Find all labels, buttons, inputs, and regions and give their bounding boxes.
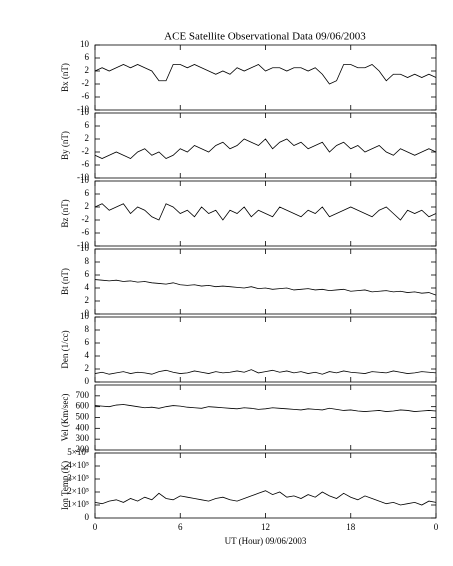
y-tick-label: 2×10⁵ (67, 486, 89, 496)
x-axis-label: UT (Hour) 09/06/2003 (225, 536, 307, 546)
y-axis-label: By (nT) (60, 131, 70, 160)
x-tick-label: 0 (93, 522, 98, 532)
y-tick-label: -6 (82, 159, 90, 169)
y-axis-label: Bz (nT) (60, 199, 70, 227)
y-axis-label: Bx (nT) (60, 63, 70, 92)
y-tick-label: -2 (82, 146, 90, 156)
y-tick-label: 6 (85, 188, 90, 198)
data-line (94, 279, 437, 296)
y-tick-label: 6 (85, 120, 90, 130)
y-tick-label: 0 (85, 308, 90, 318)
y-tick-label: 2 (85, 363, 90, 373)
y-tick-label: 8 (85, 324, 90, 334)
y-tick-label: -10 (77, 240, 89, 250)
y-tick-label: 3×10⁵ (67, 473, 89, 483)
y-tick-label: -2 (82, 214, 90, 224)
data-line (94, 369, 437, 375)
y-tick-label: 10 (80, 175, 90, 185)
y-tick-label: 700 (76, 390, 90, 400)
y-tick-label: 5×10⁵ (67, 447, 89, 457)
panel-frame (94, 316, 437, 383)
y-tick-label: 2 (85, 65, 90, 75)
y-tick-label: 4 (85, 350, 90, 360)
y-tick-label: 6 (85, 337, 90, 347)
panel-frame (94, 384, 437, 451)
y-tick-label: -6 (82, 91, 90, 101)
y-tick-label: 6 (85, 269, 90, 279)
y-tick-label: 10 (80, 39, 90, 49)
y-tick-label: 2 (85, 201, 90, 211)
y-tick-label: 600 (76, 401, 90, 411)
y-axis-label: Bt (nT) (60, 268, 70, 295)
data-line (94, 138, 437, 159)
data-line (94, 404, 437, 412)
x-tick-label: 6 (178, 522, 183, 532)
y-tick-label: 4 (85, 282, 90, 292)
chart-title: ACE Satellite Observational Data 09/06/2… (164, 31, 366, 43)
y-tick-label: -2 (82, 78, 90, 88)
panel-frame (94, 112, 437, 179)
y-tick-label: 2 (85, 133, 90, 143)
y-tick-label: -6 (82, 227, 90, 237)
y-tick-label: -10 (77, 172, 89, 182)
data-line (94, 490, 437, 506)
y-tick-label: 10 (80, 243, 90, 253)
y-axis-label: Den (1/cc) (60, 330, 70, 368)
x-tick-label: 18 (346, 522, 356, 532)
y-tick-label: 300 (76, 433, 90, 443)
panel-frame (94, 452, 437, 519)
x-tick-label: 12 (261, 522, 270, 532)
y-axis-label: Vel (Km/sec) (60, 394, 70, 442)
y-tick-label: 10 (80, 107, 90, 117)
y-tick-label: 4×10⁵ (67, 460, 89, 470)
y-tick-label: 200 (76, 444, 90, 454)
y-tick-label: 8 (85, 256, 90, 266)
y-tick-label: 10 (80, 311, 90, 321)
panel-frame (94, 44, 437, 111)
x-tick-label: 0 (434, 522, 439, 532)
y-tick-label: 6 (85, 52, 90, 62)
y-tick-label: 2 (85, 295, 90, 305)
y-tick-label: 0 (85, 512, 90, 522)
y-tick-label: 500 (76, 412, 90, 422)
y-tick-label: -10 (77, 104, 89, 114)
data-line (94, 203, 437, 221)
y-axis-label: Ion Temp (K) (60, 461, 70, 510)
y-tick-label: 1×10⁵ (67, 499, 89, 509)
y-tick-label: 400 (76, 422, 90, 432)
y-tick-label: 0 (85, 376, 90, 386)
data-line (94, 64, 437, 85)
